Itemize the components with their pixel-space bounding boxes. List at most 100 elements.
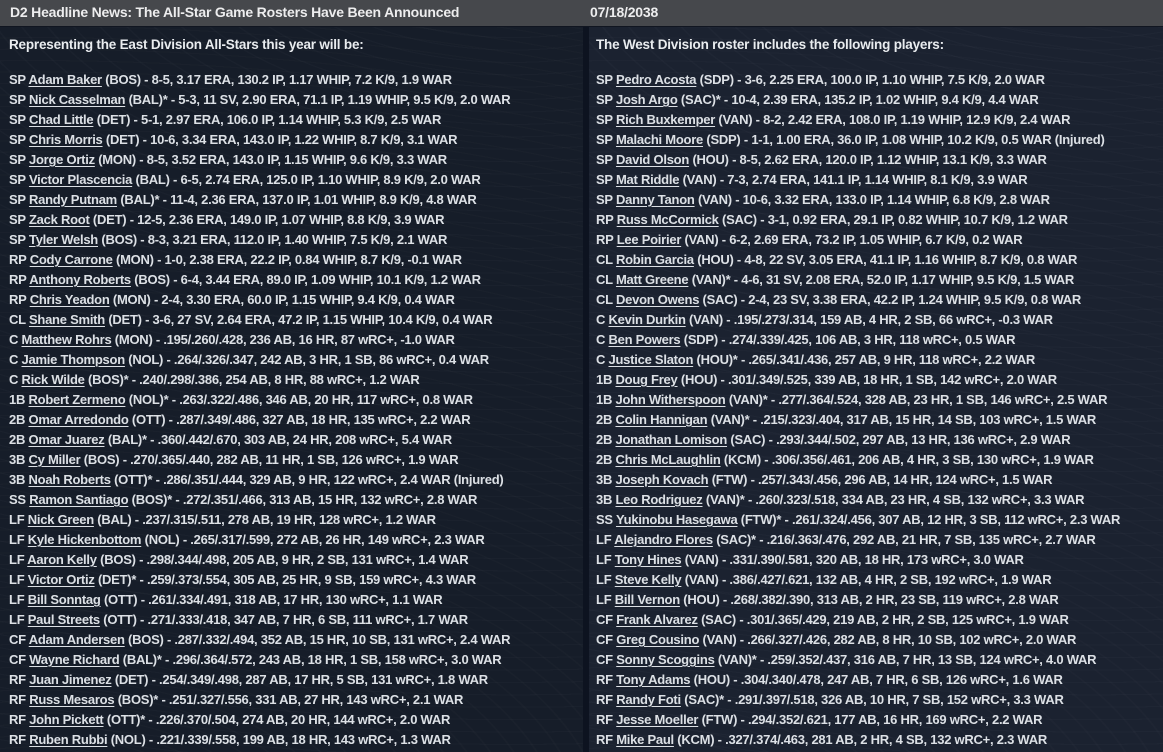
position-label: CL (596, 272, 616, 287)
player-name-link[interactable]: Bill Vernon (614, 592, 680, 607)
player-name-link[interactable]: Chris Yeadon (29, 292, 110, 307)
player-row: LF Tony Hines (VAN) - .331/.390/.581, 32… (596, 550, 1163, 570)
player-name-link[interactable]: Leo Rodriguez (615, 492, 703, 507)
player-statline: (BOS) - .270/.365/.440, 282 AB, 11 HR, 1… (80, 452, 459, 467)
position-label: CF (596, 652, 617, 667)
position-label: LF (596, 572, 615, 587)
player-row: SP Randy Putnam (BAL)* - 11-4, 2.36 ERA,… (9, 190, 583, 210)
player-name-link[interactable]: Tony Hines (614, 552, 682, 567)
player-name-link[interactable]: Lee Poirier (616, 232, 682, 247)
player-name-link[interactable]: Randy Foti (616, 692, 681, 707)
player-name-link[interactable]: Jamie Thompson (21, 352, 126, 367)
player-row: RP Lee Poirier (VAN) - 6-2, 2.69 ERA, 73… (596, 230, 1163, 250)
player-name-link[interactable]: Joseph Kovach (615, 472, 709, 487)
player-name-link[interactable]: Russ Mesaros (29, 692, 115, 707)
player-name-link[interactable]: David Olson (615, 152, 690, 167)
player-name-link[interactable]: Pedro Acosta (615, 72, 697, 87)
player-name-link[interactable]: Adam Baker (28, 72, 103, 87)
player-name-link[interactable]: Wayne Richard (29, 652, 120, 667)
player-name-link[interactable]: Adam Andersen (28, 632, 125, 647)
player-name-link[interactable]: Malachi Moore (615, 132, 704, 147)
position-label: RP (596, 212, 617, 227)
player-name-link[interactable]: John Pickett (29, 712, 104, 727)
player-row: CF Frank Alvarez (SAC) - .301/.365/.429,… (596, 610, 1163, 630)
player-name-link[interactable]: Anthony Roberts (29, 272, 131, 287)
player-name-link[interactable]: Matthew Rohrs (21, 332, 112, 347)
player-name-link[interactable]: Rick Wilde (21, 372, 85, 387)
player-name-link[interactable]: Bill Sonntag (27, 592, 101, 607)
player-name-link[interactable]: Russ McCormick (616, 212, 719, 227)
player-name-link[interactable]: Chris Morris (28, 132, 103, 147)
player-name-link[interactable]: Justice Slaton (608, 352, 694, 367)
player-name-link[interactable]: Colin Hannigan (615, 412, 708, 427)
player-name-link[interactable]: Juan Jimenez (29, 672, 112, 687)
player-name-link[interactable]: Cy Miller (28, 452, 81, 467)
player-name-link[interactable]: Ruben Rubbi (29, 732, 108, 747)
player-statline: (BAL) - .237/.315/.511, 278 AB, 19 HR, 1… (93, 512, 436, 527)
position-label: 2B (596, 412, 616, 427)
player-name-link[interactable]: Chris McLaughlin (615, 452, 721, 467)
player-name-link[interactable]: Steve Kelly (614, 572, 682, 587)
player-name-link[interactable]: Noah Roberts (28, 472, 111, 487)
player-name-link[interactable]: Josh Argo (615, 92, 678, 107)
player-name-link[interactable]: Zack Root (28, 212, 90, 227)
player-name-link[interactable]: Jorge Ortiz (28, 152, 95, 167)
player-name-link[interactable]: Ben Powers (608, 332, 681, 347)
player-name-link[interactable]: Kyle Hickenbottom (27, 532, 142, 547)
player-statline: (SAC)* - 10-4, 2.39 ERA, 135.2 IP, 1.02 … (677, 92, 1039, 107)
player-name-link[interactable]: Nick Casselman (28, 92, 126, 107)
player-name-link[interactable]: Ramon Santiago (29, 492, 129, 507)
player-statline: (BOS) - .287/.332/.494, 352 AB, 15 HR, 1… (124, 632, 511, 647)
player-name-link[interactable]: Devon Owens (615, 292, 700, 307)
position-label: SP (9, 172, 29, 187)
player-row: SP Chris Morris (DET) - 10-6, 3.34 ERA, … (9, 130, 583, 150)
player-name-link[interactable]: Robin Garcia (615, 252, 694, 267)
position-label: LF (9, 592, 28, 607)
position-label: SP (596, 72, 616, 87)
player-statline: (SDP) - 1-1, 1.00 ERA, 36.0 IP, 1.08 WHI… (703, 132, 1105, 147)
player-name-link[interactable]: Alejandro Flores (614, 532, 713, 547)
player-name-link[interactable]: Aaron Kelly (27, 552, 97, 567)
position-label: SP (9, 72, 29, 87)
player-name-link[interactable]: Jonathan Lomison (615, 432, 728, 447)
player-name-link[interactable]: Tony Adams (616, 672, 691, 687)
position-label: LF (9, 552, 28, 567)
player-statline: (BOS)* - .240/.298/.386, 254 AB, 8 HR, 8… (84, 372, 420, 387)
player-name-link[interactable]: Rich Buxkemper (615, 112, 716, 127)
position-label: 3B (9, 472, 29, 487)
player-name-link[interactable]: Frank Alvarez (616, 612, 698, 627)
player-name-link[interactable]: Robert Zermeno (28, 392, 126, 407)
player-name-link[interactable]: Victor Plascencia (28, 172, 133, 187)
player-row: C Matthew Rohrs (MON) - .195/.260/.428, … (9, 330, 583, 350)
player-name-link[interactable]: Tyler Welsh (28, 232, 98, 247)
date-label: 07/18/2038 (590, 4, 659, 20)
player-name-link[interactable]: Sonny Scoggins (616, 652, 715, 667)
player-name-link[interactable]: Doug Frey (615, 372, 678, 387)
player-name-link[interactable]: Matt Greene (615, 272, 689, 287)
player-statline: (BOS) - 6-4, 3.44 ERA, 89.0 IP, 1.09 WHI… (130, 272, 481, 287)
player-name-link[interactable]: Omar Juarez (28, 432, 105, 447)
player-name-link[interactable]: Nick Green (27, 512, 94, 527)
player-name-link[interactable]: Omar Arredondo (28, 412, 129, 427)
player-name-link[interactable]: Yukinobu Hasegawa (615, 512, 738, 527)
player-name-link[interactable]: Greg Cousino (616, 632, 700, 647)
position-label: RP (596, 232, 617, 247)
position-label: C (9, 372, 22, 387)
player-row: 2B Chris McLaughlin (KCM) - .306/.356/.4… (596, 450, 1163, 470)
player-name-link[interactable]: Cody Carrone (29, 252, 113, 267)
player-name-link[interactable]: John Witherspoon (615, 392, 726, 407)
player-name-link[interactable]: Mat Riddle (615, 172, 680, 187)
player-name-link[interactable]: Mike Paul (616, 732, 674, 747)
position-label: SP (9, 192, 29, 207)
player-name-link[interactable]: Randy Putnam (28, 192, 117, 207)
player-statline: (FTW)* - .261/.324/.456, 307 AB, 12 HR, … (737, 512, 1121, 527)
player-name-link[interactable]: Danny Tanon (615, 192, 695, 207)
player-name-link[interactable]: Paul Streets (27, 612, 100, 627)
player-name-link[interactable]: Kevin Durkin (608, 312, 686, 327)
player-name-link[interactable]: Chad Little (28, 112, 94, 127)
position-label: C (9, 352, 22, 367)
player-name-link[interactable]: Shane Smith (28, 312, 105, 327)
player-statline: (MON) - 1-0, 2.38 ERA, 22.2 IP, 0.84 WHI… (112, 252, 462, 267)
player-name-link[interactable]: Victor Ortiz (27, 572, 95, 587)
player-name-link[interactable]: Jesse Moeller (616, 712, 699, 727)
